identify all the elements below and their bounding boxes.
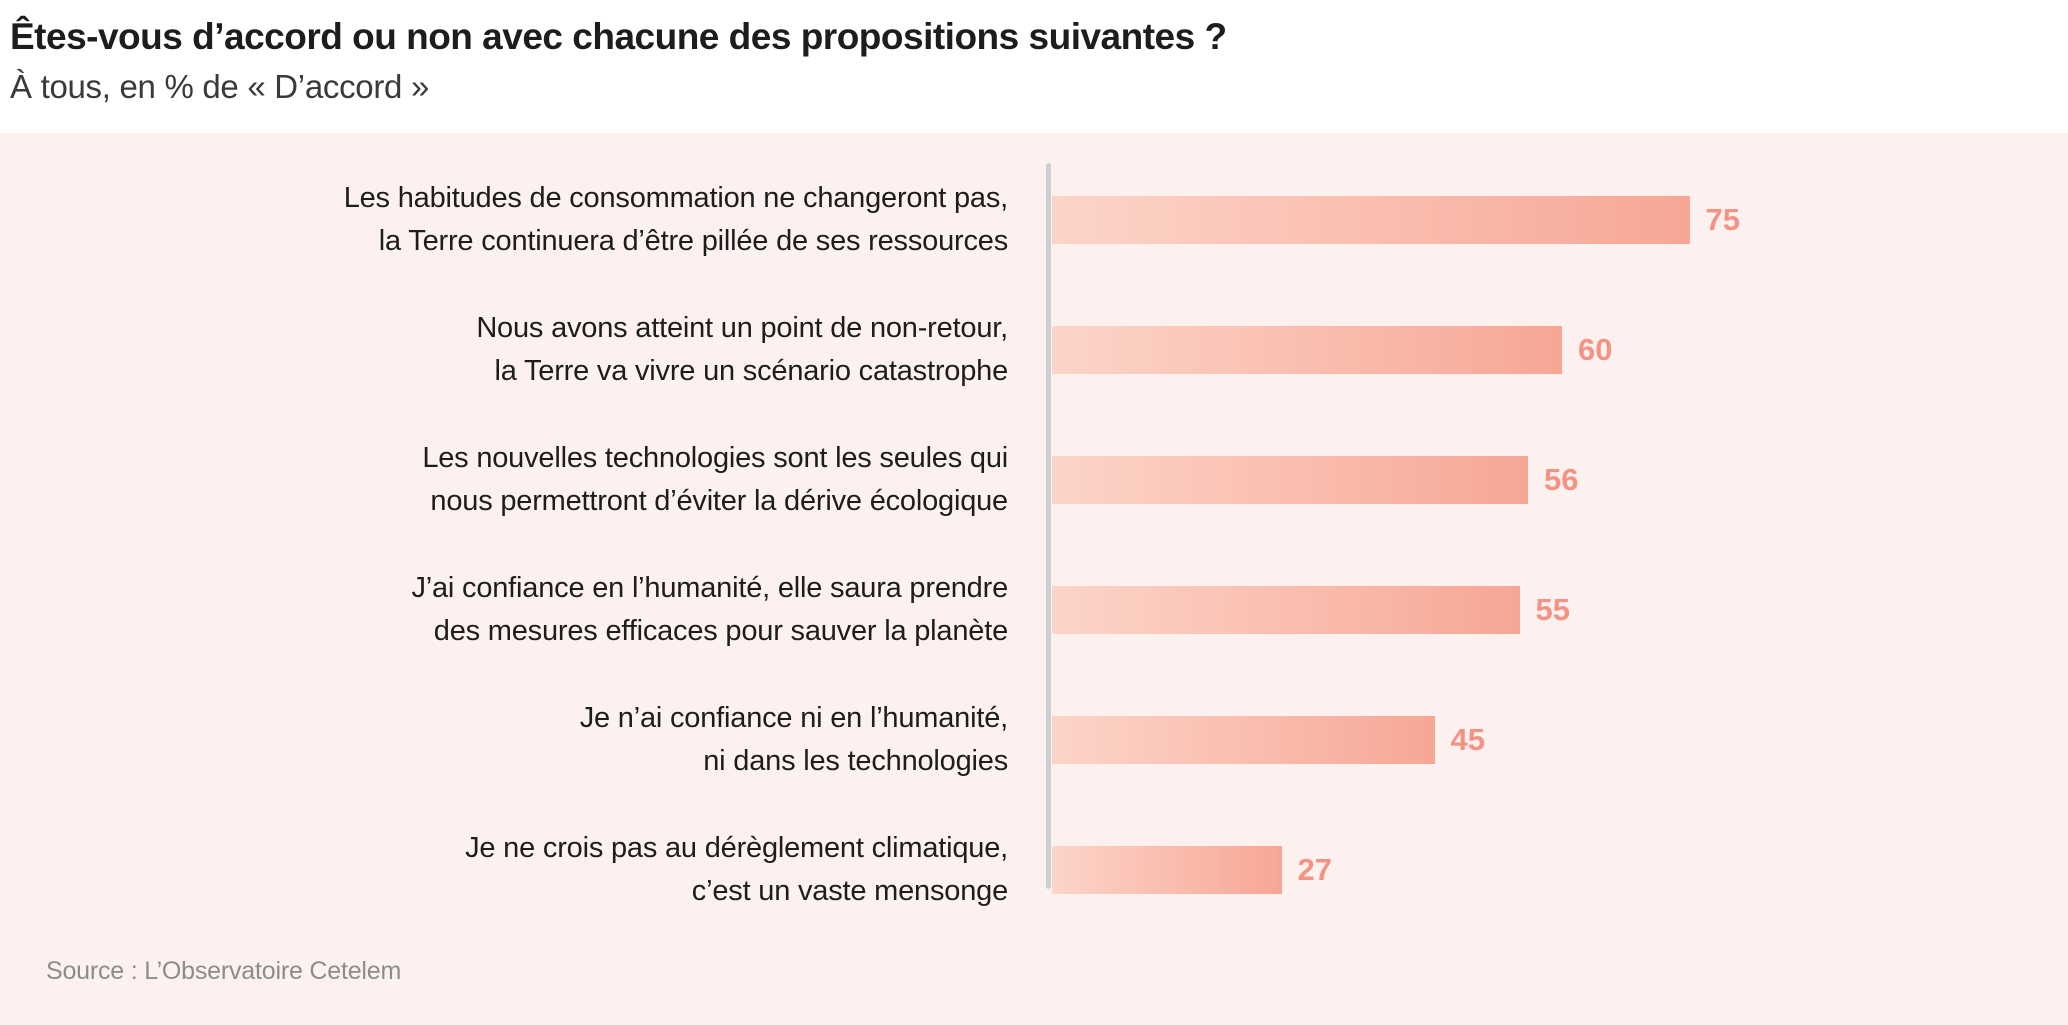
chart-row: Je n’ai confiance ni en l’humanité, ni d… [0,675,2068,805]
bar-value: 55 [1535,592,1570,627]
bar [1052,196,1690,244]
chart-row: Je ne crois pas au dérèglement climatiqu… [0,805,2068,935]
chart-row: Les habitudes de consommation ne changer… [0,155,2068,285]
bar-track: 55 [1052,586,1570,634]
bar-track: 27 [1052,846,1332,894]
bar-label: Les nouvelles technologies sont les seul… [422,442,1008,517]
bar [1052,456,1528,504]
chart-row: J’ai confiance en l’humanité, elle saura… [0,545,2068,675]
bar [1052,846,1282,894]
bar-label: Je ne crois pas au dérèglement climatiqu… [465,832,1008,907]
bar-track: 75 [1052,196,1740,244]
bar-value: 60 [1578,332,1613,367]
bar [1052,326,1562,374]
bar-value: 75 [1705,202,1740,237]
source-note: Source : L’Observatoire Cetelem [46,957,402,985]
bar-label: Les habitudes de consommation ne changer… [343,182,1008,257]
bar-label: Nous avons atteint un point de non-retou… [476,312,1008,387]
bar-value: 45 [1450,722,1485,757]
chart-row: Les nouvelles technologies sont les seul… [0,415,2068,545]
bar-chart: Les habitudes de consommation ne changer… [0,133,2068,935]
bar-label: Je n’ai confiance ni en l’humanité, ni d… [579,702,1008,777]
bar-value: 27 [1297,852,1332,887]
bar-track: 56 [1052,456,1578,504]
bar [1052,586,1520,634]
bar-value: 56 [1544,462,1579,497]
chart-title: Êtes-vous d’accord ou non avec chacune d… [10,16,1227,57]
chart-subtitle: À tous, en % de « D’accord » [10,68,430,106]
chart-panel: Les habitudes de consommation ne changer… [0,133,2068,1025]
chart-row: Nous avons atteint un point de non-retou… [0,285,2068,415]
bar-track: 45 [1052,716,1485,764]
bar [1052,716,1435,764]
header: Êtes-vous d’accord ou non avec chacune d… [0,0,2068,133]
y-axis-line [1046,163,1051,889]
bar-label: J’ai confiance en l’humanité, elle saura… [411,572,1008,647]
bar-track: 60 [1052,326,1612,374]
